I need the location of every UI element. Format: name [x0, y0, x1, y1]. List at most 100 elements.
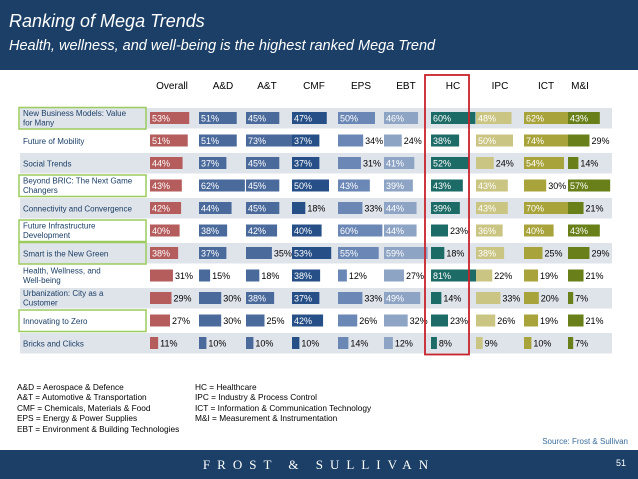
value-label-r7-c5: 27%: [406, 271, 424, 281]
value-label-r0-c1: 51%: [201, 114, 219, 124]
bar-r7-c2: [246, 269, 260, 282]
value-label-r4-c5: 44%: [386, 204, 404, 214]
value-label-r4-c9: 21%: [586, 204, 604, 214]
bar-r4-c3: [292, 202, 306, 214]
mega-trends-table-chart: Overall A&D A&T CMF EPS EBT HC IPC ICT M&I New Bus…: [18, 74, 612, 356]
value-label-r8-c9: 7%: [575, 294, 588, 304]
value-label-r0-c8: 62%: [526, 114, 544, 124]
value-label-r1-c0: 51%: [152, 136, 170, 146]
bar-r10-c8: [524, 337, 532, 349]
value-label-r9-c3: 42%: [294, 316, 312, 326]
value-label-r7-c3: 38%: [294, 271, 312, 281]
value-label-r5-c6: 23%: [450, 226, 468, 236]
bar-r9-c9: [568, 314, 584, 327]
bar-r6-c4: [338, 247, 379, 259]
bar-r9-c8: [524, 314, 539, 327]
value-label-r2-c7: 24%: [496, 159, 514, 169]
legend-left: A&D = Aerospace & Defence A&T = Automoti…: [17, 382, 179, 434]
bar-r3-c7: [476, 179, 508, 192]
value-label-r6-c9: 29%: [591, 249, 609, 259]
legend-item-eps: EPS = Energy & Power Supplies: [17, 413, 138, 424]
bar-r6-c6: [431, 247, 445, 259]
value-label-r1-c5: 24%: [404, 136, 422, 146]
bar-r7-c7: [476, 269, 493, 282]
bar-r2-c5: [384, 157, 415, 169]
bar-r1-c5: [384, 134, 402, 147]
bar-r9-c4: [338, 314, 358, 327]
bar-r0-c4: [338, 112, 375, 124]
bar-r5-c4: [338, 224, 383, 237]
bar-r6-c0: [150, 247, 179, 259]
value-label-r1-c6: 38%: [433, 136, 451, 146]
bar-r9-c3: [292, 314, 324, 327]
bar-r0-c9: [568, 112, 600, 124]
value-label-r0-c7: 48%: [478, 114, 496, 124]
bar-r4-c8: [524, 202, 576, 214]
value-label-r5-c1: 38%: [201, 226, 219, 236]
row-label-7: Health, Wellness, and Well-being: [23, 267, 101, 286]
value-label-r5-c3: 40%: [294, 226, 312, 236]
value-label-r7-c9: 21%: [586, 271, 604, 281]
bar-r4-c4: [338, 202, 363, 214]
value-label-r1-c4: 34%: [365, 136, 383, 146]
row-label-1: Future of Mobility: [23, 137, 84, 146]
value-label-r1-c3: 37%: [294, 136, 312, 146]
column-header-3: CMF: [303, 81, 325, 92]
value-label-r10-c9: 7%: [575, 339, 588, 349]
footer-bar: FROST & SULLIVAN 51: [0, 450, 638, 479]
bar-r1-c8: [524, 134, 579, 147]
row-label-4: Connectivity and Convergence: [23, 205, 133, 214]
bar-r5-c7: [476, 224, 503, 237]
bar-r5-c3: [292, 224, 322, 237]
value-label-r2-c3: 37%: [294, 159, 312, 169]
value-label-r8-c1: 30%: [223, 294, 241, 304]
value-label-r5-c7: 36%: [478, 226, 496, 236]
value-label-r2-c4: 31%: [363, 159, 381, 169]
bar-r0-c3: [292, 112, 327, 124]
value-label-r9-c8: 19%: [540, 316, 558, 326]
bar-r7-c6: [431, 269, 491, 282]
bar-r3-c8: [524, 179, 547, 192]
bar-r3-c5: [384, 179, 413, 192]
bar-r1-c3: [292, 134, 320, 147]
value-label-r4-c1: 44%: [201, 204, 219, 214]
bar-r8-c5: [384, 292, 421, 304]
value-label-r3-c5: 39%: [386, 181, 404, 191]
value-label-r6-c0: 38%: [152, 249, 170, 259]
value-label-r3-c7: 43%: [478, 181, 496, 191]
value-label-r4-c3: 18%: [307, 204, 325, 214]
bar-r7-c5: [384, 269, 404, 282]
row-band-10: [20, 333, 612, 354]
value-label-r6-c2: 35%: [274, 249, 292, 259]
bar-r5-c1: [199, 224, 228, 237]
column-header-0: Overall: [156, 81, 188, 92]
bar-r8-c3: [292, 292, 320, 304]
row-highlight-box-9: [18, 309, 147, 333]
column-header-2: A&T: [257, 81, 276, 92]
bar-r2-c4: [338, 157, 361, 169]
bar-r10-c9: [568, 337, 574, 349]
column-header-9: M&I: [571, 81, 589, 92]
value-label-r6-c8: 25%: [545, 249, 563, 259]
value-label-r3-c3: 50%: [294, 181, 312, 191]
value-label-r0-c2: 45%: [248, 114, 266, 124]
bar-r2-c9: [568, 157, 579, 169]
bar-r2-c7: [476, 157, 494, 169]
bar-r6-c1: [199, 247, 227, 259]
bar-r5-c5: [384, 224, 417, 237]
column-header-6: HC: [446, 81, 460, 92]
bar-r10-c1: [199, 337, 207, 349]
value-label-r8-c8: 20%: [541, 294, 559, 304]
value-label-r3-c2: 45%: [248, 181, 266, 191]
bar-r3-c4: [338, 179, 370, 192]
value-label-r5-c2: 42%: [248, 226, 266, 236]
bar-r6-c8: [524, 247, 543, 259]
bar-r10-c4: [338, 337, 349, 349]
value-label-r7-c1: 15%: [212, 271, 230, 281]
bar-r4-c5: [384, 202, 417, 214]
value-label-r3-c9: 57%: [570, 181, 588, 191]
value-label-r10-c4: 14%: [350, 339, 368, 349]
value-label-r1-c2: 73%: [248, 136, 266, 146]
bar-r9-c1: [199, 314, 222, 327]
page-title: Ranking of Mega Trends: [9, 11, 205, 31]
